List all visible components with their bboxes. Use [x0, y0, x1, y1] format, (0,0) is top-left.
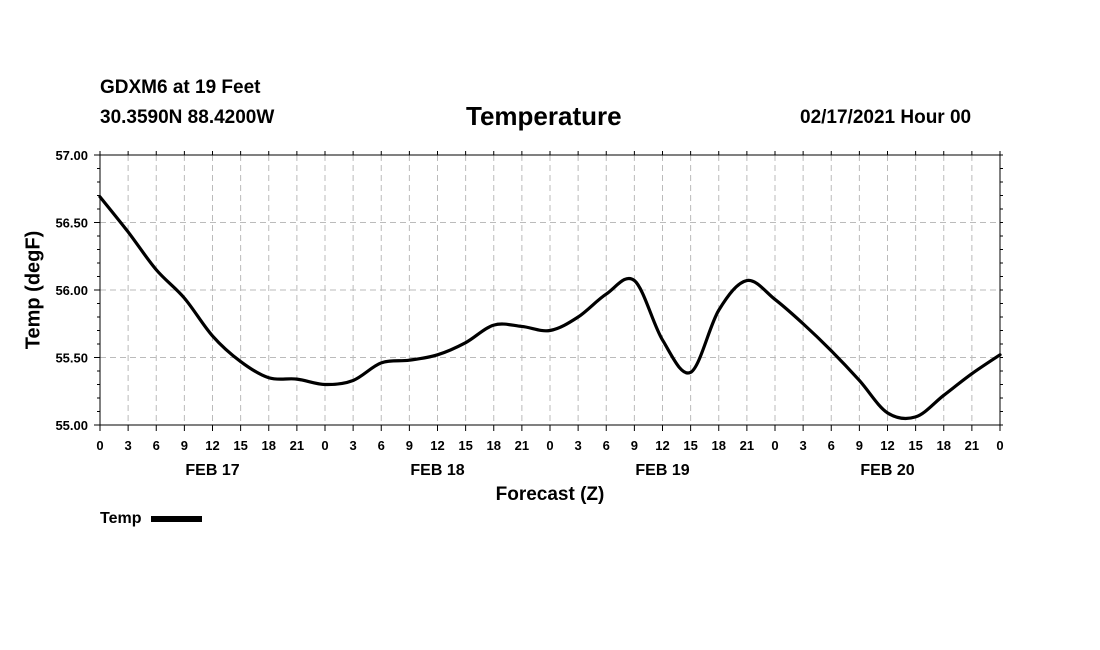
data-point	[773, 298, 777, 301]
x-tick-label: 6	[603, 438, 610, 453]
x-tick-label: 15	[458, 438, 472, 453]
x-tick-label: 0	[321, 438, 328, 453]
x-tick-label: 12	[430, 438, 444, 453]
data-point	[183, 296, 186, 300]
data-point	[745, 279, 749, 282]
data-point	[155, 268, 158, 271]
data-point	[436, 353, 439, 356]
day-label: FEB 20	[860, 462, 914, 479]
model-run-time: 02/17/2021 Hour 00	[800, 107, 972, 128]
legend: Temp	[100, 510, 203, 528]
day-label: FEB 18	[410, 462, 464, 479]
x-tick-label: 9	[631, 438, 638, 453]
chart-title: Temperature	[466, 101, 622, 131]
data-point	[633, 279, 636, 282]
series-layer	[98, 195, 1002, 421]
y-axis-title: Temp (degF)	[22, 231, 44, 350]
y-tick-label: 57.00	[55, 148, 88, 163]
day-label: FEB 17	[185, 462, 239, 479]
x-tick-label: 9	[856, 438, 863, 453]
x-tick-label: 3	[575, 438, 582, 453]
x-tick-label: 18	[937, 438, 951, 453]
x-axis-title: Forecast (Z)	[496, 484, 605, 505]
x-tick-label: 12	[655, 438, 669, 453]
data-point	[689, 371, 692, 374]
x-tick-label: 15	[233, 438, 247, 453]
x-tick-label: 6	[153, 438, 160, 453]
data-point	[126, 230, 130, 234]
data-point	[548, 329, 552, 332]
station-label: GDXM6 at 19 Feet	[100, 77, 261, 98]
data-point	[576, 315, 580, 319]
x-tick-label: 6	[828, 438, 835, 453]
x-tick-label: 21	[965, 438, 979, 453]
data-point	[380, 361, 383, 365]
data-point	[267, 376, 270, 379]
data-point	[858, 379, 861, 382]
legend-label: Temp	[100, 510, 142, 527]
legend-line-swatch	[151, 516, 203, 522]
x-tick-label: 0	[771, 438, 778, 453]
x-tick-label: 9	[181, 438, 188, 453]
data-point	[351, 379, 355, 382]
x-tick-label: 3	[350, 438, 357, 453]
data-point	[408, 359, 411, 362]
data-point	[970, 372, 974, 375]
data-point	[886, 411, 889, 415]
x-tick-label: 21	[515, 438, 529, 453]
x-tick-label: 0	[996, 438, 1003, 453]
x-tick-label: 12	[880, 438, 894, 453]
x-tick-label: 18	[712, 438, 726, 453]
axis-ticks	[94, 151, 1003, 431]
data-point	[942, 394, 945, 397]
x-tick-label: 18	[487, 438, 501, 453]
y-tick-label: 56.00	[55, 283, 88, 298]
data-point	[661, 338, 664, 342]
data-point	[914, 415, 917, 419]
x-tick-label: 9	[406, 438, 413, 453]
y-tick-label: 55.50	[55, 351, 88, 366]
y-tick-labels: 55.00 55.50 56.00 56.50 57.00	[55, 148, 88, 433]
x-tick-label: 21	[290, 438, 304, 453]
data-point	[239, 360, 242, 363]
data-point	[464, 341, 467, 344]
x-tick-label: 3	[800, 438, 807, 453]
data-point	[323, 383, 327, 386]
data-point	[211, 334, 214, 338]
day-labels: FEB 17 FEB 18 FEB 19 FEB 20	[185, 462, 914, 479]
data-point	[295, 377, 299, 381]
x-tick-labels: 0 3 6 9 12 15 18 21 0 3 6 9 12 15 18 21 0 3 6 9 12 15 18 21 0 3 6 9…	[96, 438, 1003, 453]
data-point	[520, 325, 524, 328]
data-point	[830, 349, 833, 352]
grid-lines	[100, 154, 1000, 426]
day-label: FEB 19	[635, 462, 689, 479]
x-tick-label: 18	[262, 438, 276, 453]
y-tick-label: 55.00	[55, 418, 88, 433]
x-tick-label: 21	[740, 438, 754, 453]
data-point	[801, 322, 805, 325]
x-tick-label: 15	[683, 438, 697, 453]
data-point	[605, 292, 608, 296]
station-coordinates: 30.3590N 88.4200W	[100, 107, 275, 128]
x-tick-label: 0	[96, 438, 103, 453]
plot-frame	[99, 154, 1001, 426]
data-point	[717, 309, 720, 312]
x-tick-label: 15	[908, 438, 922, 453]
y-tick-label: 56.50	[55, 216, 88, 231]
x-tick-label: 12	[205, 438, 219, 453]
x-tick-label: 0	[546, 438, 553, 453]
x-tick-label: 6	[378, 438, 385, 453]
x-tick-label: 3	[125, 438, 132, 453]
data-point	[492, 323, 495, 327]
